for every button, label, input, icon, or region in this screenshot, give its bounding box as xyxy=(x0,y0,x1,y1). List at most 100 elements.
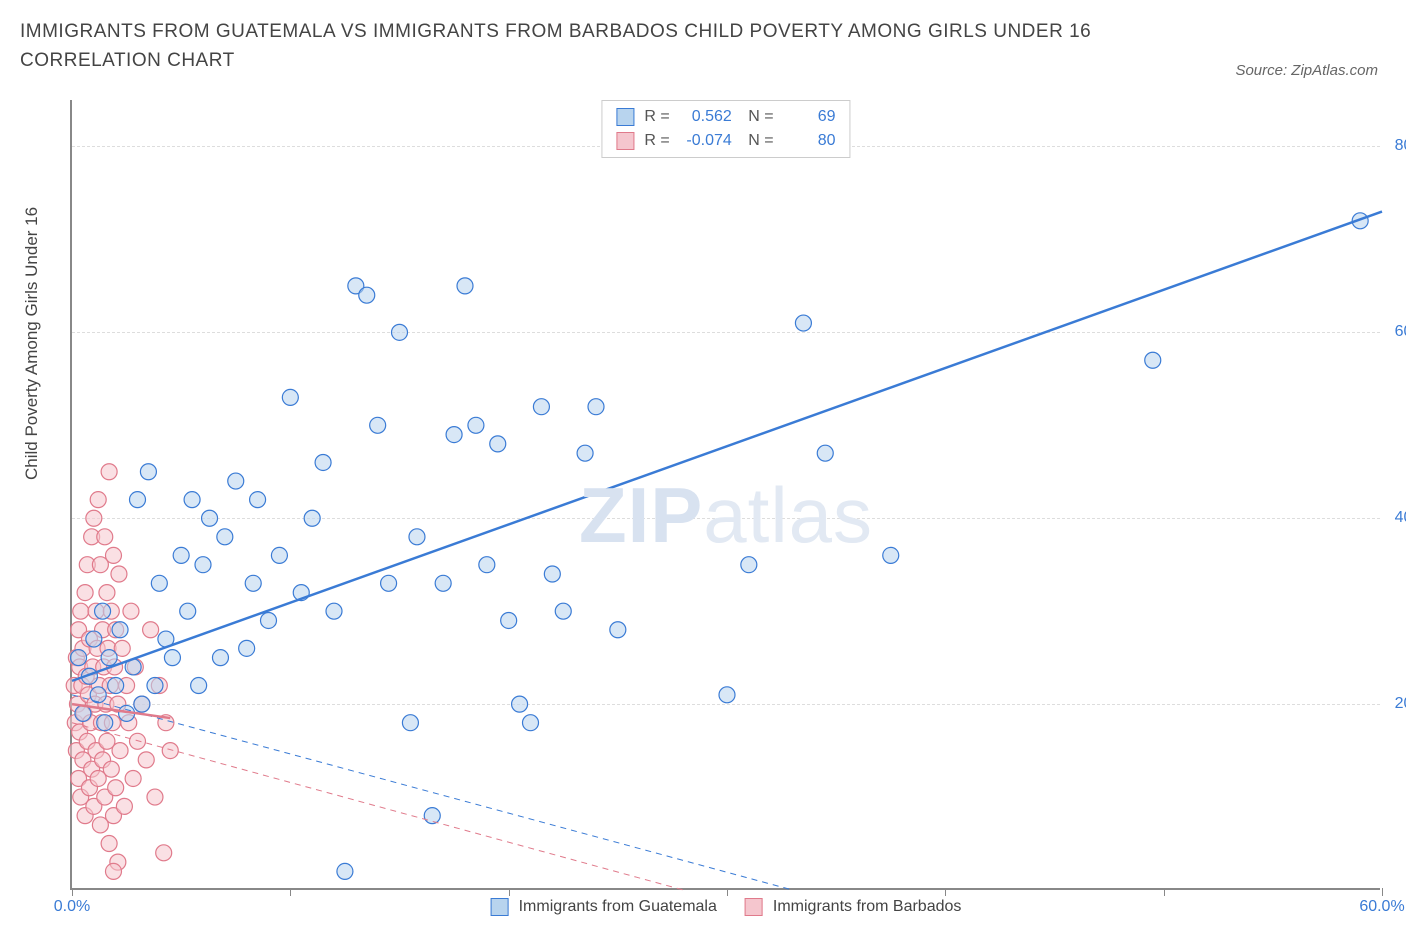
data-point xyxy=(370,417,386,433)
data-point xyxy=(101,464,117,480)
data-point xyxy=(151,575,167,591)
data-point xyxy=(86,631,102,647)
data-point xyxy=(97,529,113,545)
data-point xyxy=(90,687,106,703)
data-point xyxy=(77,585,93,601)
data-point xyxy=(195,557,211,573)
data-point xyxy=(138,752,154,768)
data-point xyxy=(143,622,159,638)
data-point xyxy=(164,650,180,666)
legend-swatch-0 xyxy=(491,898,509,916)
y-tick-label: 80.0% xyxy=(1395,137,1406,155)
data-point xyxy=(883,547,899,563)
data-point xyxy=(1145,352,1161,368)
data-point xyxy=(103,761,119,777)
plot-svg xyxy=(72,100,1380,888)
data-point xyxy=(95,603,111,619)
data-point xyxy=(108,780,124,796)
data-point xyxy=(212,650,228,666)
stats-n-label-1: N = xyxy=(748,129,773,153)
swatch-series-0 xyxy=(616,108,634,126)
data-point xyxy=(501,612,517,628)
data-point xyxy=(97,715,113,731)
legend-swatch-1 xyxy=(745,898,763,916)
x-tick-label: 60.0% xyxy=(1359,898,1404,916)
data-point xyxy=(112,622,128,638)
data-point xyxy=(271,547,287,563)
data-point xyxy=(71,650,87,666)
legend-label-0: Immigrants from Guatemala xyxy=(519,898,717,916)
data-point xyxy=(409,529,425,545)
data-point xyxy=(326,603,342,619)
data-point xyxy=(123,603,139,619)
data-point xyxy=(130,733,146,749)
data-point xyxy=(337,863,353,879)
data-point xyxy=(544,566,560,582)
data-point xyxy=(741,557,757,573)
legend-item-1: Immigrants from Barbados xyxy=(745,898,962,916)
data-point xyxy=(315,454,331,470)
data-point xyxy=(381,575,397,591)
data-point xyxy=(101,836,117,852)
data-point xyxy=(140,464,156,480)
data-point xyxy=(184,492,200,508)
data-point xyxy=(719,687,735,703)
chart-plot-area: ZIPatlas 20.0%40.0%60.0%80.0% 0.0%60.0% … xyxy=(70,100,1380,890)
data-point xyxy=(795,315,811,331)
data-point xyxy=(180,603,196,619)
stats-row-series-1: R = -0.074 N = 80 xyxy=(616,129,835,153)
y-tick-label: 40.0% xyxy=(1395,509,1406,527)
data-point xyxy=(555,603,571,619)
stats-n-value-0: 69 xyxy=(780,105,836,129)
data-point xyxy=(217,529,233,545)
data-point xyxy=(533,399,549,415)
y-tick-label: 20.0% xyxy=(1395,695,1406,713)
data-point xyxy=(156,845,172,861)
data-point xyxy=(282,389,298,405)
data-point xyxy=(130,492,146,508)
data-point xyxy=(191,678,207,694)
stats-r-value-0: 0.562 xyxy=(676,105,732,129)
data-point xyxy=(90,492,106,508)
data-point xyxy=(359,287,375,303)
data-point xyxy=(101,650,117,666)
stats-legend-box: R = 0.562 N = 69 R = -0.074 N = 80 xyxy=(601,100,850,158)
data-point xyxy=(116,798,132,814)
y-tick-label: 60.0% xyxy=(1395,323,1406,341)
data-point xyxy=(577,445,593,461)
data-point xyxy=(239,640,255,656)
data-point xyxy=(261,612,277,628)
chart-title: IMMIGRANTS FROM GUATEMALA VS IMMIGRANTS … xyxy=(20,18,1120,75)
data-point xyxy=(392,324,408,340)
data-point xyxy=(202,510,218,526)
legend-item-0: Immigrants from Guatemala xyxy=(491,898,717,916)
data-point xyxy=(111,566,127,582)
stats-n-value-1: 80 xyxy=(780,129,836,153)
data-point xyxy=(162,743,178,759)
data-point xyxy=(105,863,121,879)
data-point xyxy=(112,743,128,759)
stats-r-value-1: -0.074 xyxy=(676,129,732,153)
data-point xyxy=(75,705,91,721)
data-point xyxy=(588,399,604,415)
legend-label-1: Immigrants from Barbados xyxy=(773,898,962,916)
data-point xyxy=(610,622,626,638)
data-point xyxy=(245,575,261,591)
bottom-legend: Immigrants from Guatemala Immigrants fro… xyxy=(491,898,962,916)
data-point xyxy=(304,510,320,526)
data-point xyxy=(490,436,506,452)
stats-r-label-1: R = xyxy=(644,129,669,153)
data-point xyxy=(250,492,266,508)
y-axis-label: Child Poverty Among Girls Under 16 xyxy=(22,207,42,480)
data-point xyxy=(105,547,121,563)
data-point xyxy=(173,547,189,563)
data-point xyxy=(147,789,163,805)
data-point xyxy=(73,603,89,619)
data-point xyxy=(125,770,141,786)
data-point xyxy=(512,696,528,712)
stats-row-series-0: R = 0.562 N = 69 xyxy=(616,105,835,129)
stats-r-label-0: R = xyxy=(644,105,669,129)
x-tick-label: 0.0% xyxy=(54,898,90,916)
data-point xyxy=(86,510,102,526)
data-point xyxy=(457,278,473,294)
